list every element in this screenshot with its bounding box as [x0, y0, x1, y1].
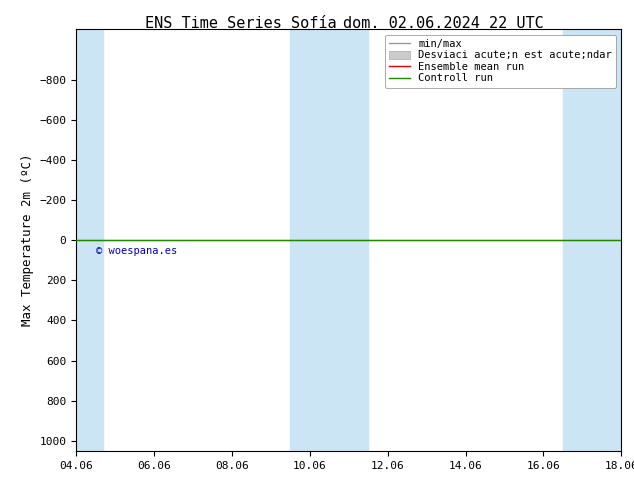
Y-axis label: Max Temperature 2m (ºC): Max Temperature 2m (ºC)	[21, 154, 34, 326]
Bar	[563, 29, 634, 451]
Text: dom. 02.06.2024 22 UTC: dom. 02.06.2024 22 UTC	[344, 16, 544, 31]
Text: © woespana.es: © woespana.es	[96, 246, 177, 256]
Bar	[56, 29, 103, 451]
Legend: min/max, Desviaci acute;n est acute;ndar, Ensemble mean run, Controll run: min/max, Desviaci acute;n est acute;ndar…	[385, 35, 616, 88]
Text: ENS Time Series Sofía: ENS Time Series Sofía	[145, 16, 337, 31]
Bar	[290, 29, 368, 451]
